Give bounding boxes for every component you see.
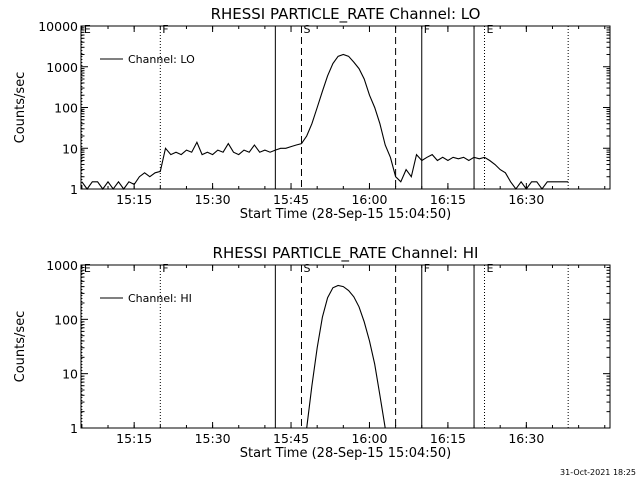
- y-tick-label: 1000: [46, 60, 78, 75]
- y-tick-label: 1: [70, 182, 78, 197]
- legend-label: Channel: HI: [128, 292, 192, 305]
- y-tick-label: 1: [70, 421, 78, 436]
- event-marker-label: E: [487, 262, 494, 275]
- x-tick-label: 15:45: [273, 192, 309, 207]
- x-tick-label: 16:00: [351, 192, 387, 207]
- x-tick-label: 15:15: [116, 192, 152, 207]
- y-tick-label: 1000: [46, 258, 78, 273]
- event-marker-label: F: [162, 262, 168, 275]
- y-tick-label: 10000: [38, 19, 78, 34]
- y-axis-label: Counts/sec: [13, 311, 28, 383]
- event-marker-label: S: [303, 262, 310, 275]
- chart-title: RHESSI PARTICLE_RATE Channel: HI: [213, 244, 479, 263]
- event-marker-label: E: [84, 23, 91, 36]
- plot-frame: [80, 264, 611, 429]
- y-tick-label: 100: [54, 101, 78, 116]
- chart-panel-2: RHESSI PARTICLE_RATE Channel: HI 15:15 15:…: [13, 244, 611, 461]
- y-tick-label: 100: [54, 312, 78, 327]
- event-marker-label: F: [162, 23, 168, 36]
- x-tick-label: 15:30: [195, 192, 231, 207]
- x-tick-label: 16:30: [508, 192, 544, 207]
- x-tick-label: 16:15: [430, 431, 466, 446]
- x-tick-label: 15:30: [195, 431, 231, 446]
- event-marker-label: E: [487, 23, 494, 36]
- x-tick-label: 15:15: [116, 431, 152, 446]
- event-marker-label: F: [424, 23, 430, 36]
- event-marker-label: S: [303, 23, 310, 36]
- x-axis-label: Start Time (28-Sep-15 15:04:50): [240, 446, 451, 461]
- x-tick-label: 15:45: [273, 431, 309, 446]
- event-marker-label: E: [84, 262, 91, 275]
- event-marker-label: F: [424, 262, 430, 275]
- y-axis-label: Counts/sec: [13, 72, 28, 144]
- x-axis-label: Start Time (28-Sep-15 15:04:50): [240, 207, 451, 222]
- series-line-channel-lo: [81, 53, 569, 190]
- chart-panel-1: RHESSI PARTICLE_RATE Channel: LO 15:15 15:…: [13, 5, 611, 222]
- y-tick-label: 10: [62, 141, 78, 156]
- x-tick-label: 16:00: [351, 431, 387, 446]
- x-tick-label: 16:30: [508, 431, 544, 446]
- y-tick-label: 10: [62, 367, 78, 382]
- timestamp: 31-Oct-2021 18:25: [560, 468, 636, 477]
- legend-label: Channel: LO: [128, 53, 195, 66]
- chart-title: RHESSI PARTICLE_RATE Channel: LO: [211, 5, 481, 24]
- series-line-channel-hi: [306, 284, 386, 429]
- x-tick-label: 16:15: [430, 192, 466, 207]
